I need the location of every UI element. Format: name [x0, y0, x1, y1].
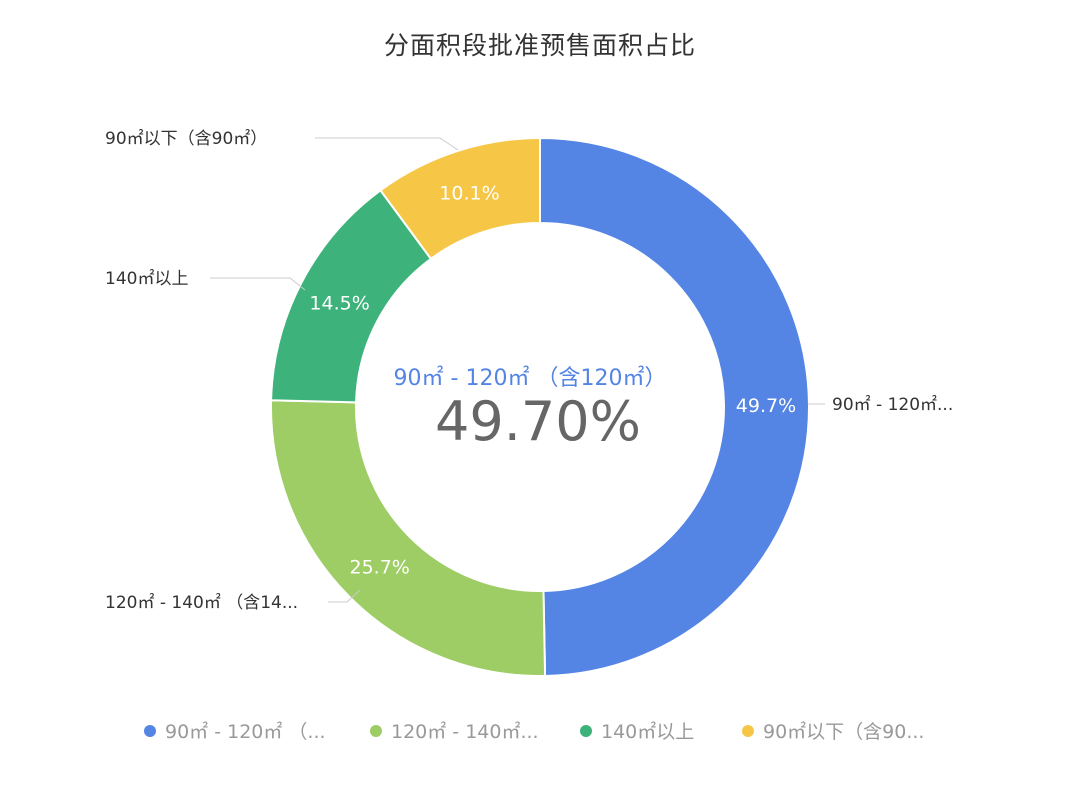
- legend-marker-icon: [580, 725, 592, 737]
- legend-label: 120㎡ - 140㎡...: [391, 720, 539, 743]
- legend-item[interactable]: 90㎡以下（含90...: [742, 720, 924, 743]
- slice-percent-label: 25.7%: [350, 556, 410, 578]
- center-value: 49.70%: [435, 390, 641, 453]
- donut-slices: [270, 136, 810, 677]
- slice-percent-label: 10.1%: [439, 182, 499, 204]
- slice-outer-label: 140㎡以上: [105, 269, 188, 289]
- center-series-name: 90㎡ - 120㎡ （含120㎡）: [394, 365, 667, 391]
- legend-marker-icon: [370, 725, 382, 737]
- legend-label: 90㎡以下（含90...: [763, 720, 924, 743]
- slice-outer-label: 90㎡ - 120㎡...: [832, 395, 953, 415]
- legend-label: 90㎡ - 120㎡ （...: [165, 720, 326, 743]
- slice-1[interactable]: [539, 136, 810, 677]
- slice-percent-label: 14.5%: [309, 293, 369, 315]
- legend-marker-icon: [742, 725, 754, 737]
- leader-line: [210, 277, 306, 291]
- slice-4[interactable]: [379, 136, 541, 261]
- slice-2[interactable]: [270, 399, 547, 677]
- slice-outer-label: 90㎡以下（含90㎡）: [105, 129, 267, 149]
- legend-item[interactable]: 140㎡以上: [580, 720, 694, 743]
- leader-line: [315, 137, 459, 151]
- legend-label: 140㎡以上: [601, 720, 694, 743]
- slice-labels: 49.7% 90㎡ - 120㎡... 25.7% 120㎡ - 140㎡ （含14.…: [105, 129, 953, 613]
- chart-title: 分面积段批准预售面积占比: [383, 31, 696, 60]
- legend-item[interactable]: 120㎡ - 140㎡...: [370, 720, 539, 743]
- leader-line: [328, 589, 361, 603]
- legend[interactable]: 90㎡ - 120㎡ （... 120㎡ - 140㎡... 140㎡以上 90㎡以下…: [144, 720, 924, 743]
- slice-percent-label: 49.7%: [736, 395, 796, 417]
- legend-marker-icon: [144, 725, 156, 737]
- leader-lines: [210, 137, 825, 603]
- slice-outer-label: 120㎡ - 140㎡ （含14...: [105, 593, 298, 613]
- legend-item[interactable]: 90㎡ - 120㎡ （...: [144, 720, 326, 743]
